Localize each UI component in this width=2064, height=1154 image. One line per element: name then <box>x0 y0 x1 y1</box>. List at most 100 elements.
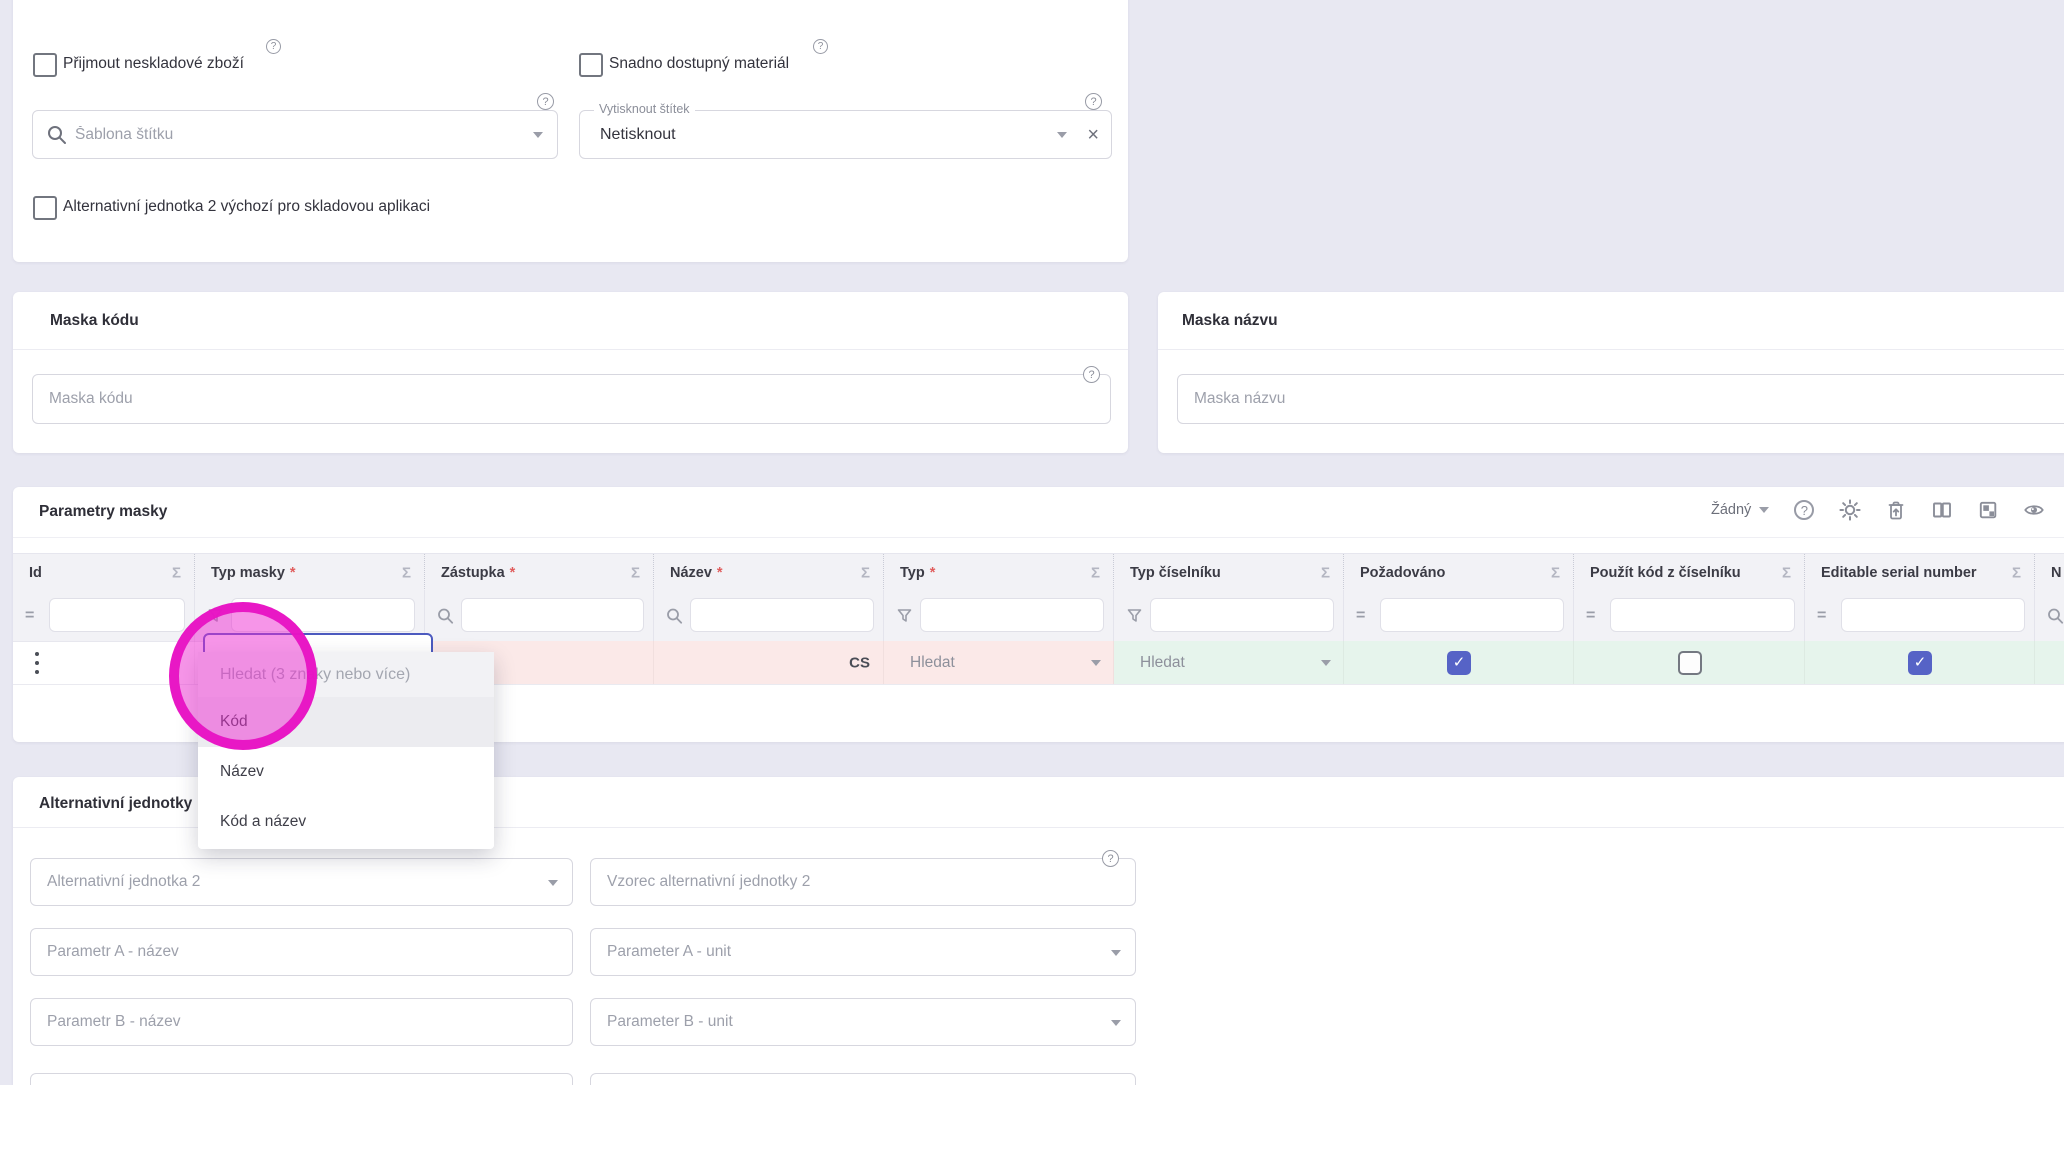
filter-input-pouzit-kod-z-ciselniku[interactable] <box>1610 598 1795 632</box>
row-cell-pozadovano[interactable]: ✓ <box>1344 641 1574 684</box>
row-cell-pouzit-kod-z-ciselniku[interactable] <box>1574 641 1805 684</box>
row-cell-typ-ciselniku[interactable]: Hledat <box>1114 641 1344 684</box>
equals-icon[interactable]: = <box>25 606 35 624</box>
maska-nazvu-field[interactable] <box>1177 374 2064 424</box>
chevron-down-icon[interactable] <box>1321 660 1331 666</box>
sigma-aggregate-icon[interactable]: Σ <box>630 564 640 581</box>
parametr-a-nazev-input[interactable] <box>31 929 572 975</box>
label-template-input[interactable] <box>33 111 557 158</box>
help-icon[interactable]: ? <box>813 39 828 54</box>
pouzit-kod-checkbox[interactable] <box>1677 650 1702 675</box>
filter-input-zastupka[interactable] <box>461 598 644 632</box>
column-header-pozadovano[interactable]: Požadováno Σ <box>1344 554 1574 591</box>
chevron-down-icon[interactable] <box>1111 1020 1121 1026</box>
alt-unit-default-checkbox[interactable] <box>33 196 57 220</box>
help-icon[interactable]: ? <box>1793 499 1815 521</box>
row-menu-kebab-icon[interactable] <box>30 651 44 674</box>
row-cell-typ[interactable]: Hledat <box>884 641 1114 684</box>
sigma-aggregate-icon[interactable]: Σ <box>2011 564 2021 581</box>
split-columns-icon[interactable] <box>1931 499 1953 521</box>
help-icon[interactable]: ? <box>537 93 554 110</box>
eye-icon[interactable] <box>2023 499 2045 521</box>
sigma-aggregate-icon[interactable]: Σ <box>401 564 411 581</box>
parameter-a-unit-input[interactable] <box>591 929 1135 975</box>
chevron-down-icon[interactable] <box>533 132 543 138</box>
column-label: Typ <box>900 564 925 581</box>
parametr-a-nazev-field[interactable] <box>30 928 573 976</box>
sigma-aggregate-icon[interactable]: Σ <box>171 564 181 581</box>
column-label: Typ masky <box>211 564 285 581</box>
help-icon[interactable]: ? <box>266 39 281 54</box>
group-by-select[interactable]: Žádný <box>1711 502 1770 518</box>
column-header-typ-masky[interactable]: Typ masky * Σ <box>195 554 425 591</box>
row-cell-id[interactable] <box>13 641 195 684</box>
funnel-icon[interactable] <box>1126 607 1143 624</box>
vzorec-alternativni-jednotky-2-input[interactable] <box>591 859 1135 905</box>
column-header-n[interactable]: NΣ <box>2035 554 2064 591</box>
vzorec-alternativni-jednotky-2-field[interactable] <box>590 858 1136 906</box>
sigma-aggregate-icon[interactable]: Σ <box>1550 564 1560 581</box>
chevron-down-icon[interactable] <box>548 880 558 886</box>
filter-input-id[interactable] <box>49 598 185 632</box>
filter-input-nazev[interactable] <box>690 598 874 632</box>
label-template-field[interactable] <box>32 110 558 159</box>
help-icon[interactable]: ? <box>1085 93 1102 110</box>
help-icon[interactable]: ? <box>1083 366 1100 383</box>
parameter-b-unit-field[interactable] <box>590 998 1136 1046</box>
print-label-field[interactable]: Vytisknout štítek Netisknout × <box>579 102 1112 159</box>
chevron-down-icon[interactable] <box>1057 132 1067 138</box>
maska-nazvu-input[interactable] <box>1178 375 2064 423</box>
filter-cell-zastupka <box>425 590 654 641</box>
chevron-down-icon[interactable] <box>1111 950 1121 956</box>
alternativni-jednotka-2-input[interactable] <box>31 859 572 905</box>
easy-material-checkbox[interactable] <box>579 53 603 77</box>
parameter-b-unit-input[interactable] <box>591 999 1135 1045</box>
funnel-icon[interactable] <box>896 607 913 624</box>
column-header-id[interactable]: Id Σ <box>13 554 195 591</box>
column-header-nazev[interactable]: Název * Σ <box>654 554 884 591</box>
column-header-zastupka[interactable]: Zástupka * Σ <box>425 554 654 591</box>
gear-icon[interactable] <box>1839 499 1861 521</box>
chevron-down-icon[interactable] <box>1091 660 1101 666</box>
equals-icon[interactable]: = <box>1817 606 1827 624</box>
filter-input-pozadovano[interactable] <box>1380 598 1564 632</box>
filter-input-typ-ciselniku[interactable] <box>1150 598 1334 632</box>
sigma-aggregate-icon[interactable]: Σ <box>860 564 870 581</box>
sigma-aggregate-icon[interactable]: Σ <box>1781 564 1791 581</box>
sigma-aggregate-icon[interactable]: Σ <box>1090 564 1100 581</box>
column-header-typ[interactable]: Typ * Σ <box>884 554 1114 591</box>
clear-icon[interactable]: × <box>1087 123 1099 146</box>
annotation-highlight-circle <box>169 602 317 750</box>
receive-nonstock-checkbox[interactable] <box>33 53 57 77</box>
column-header-pouzit-kod-z-ciselniku[interactable]: Použít kód z číselníku Σ <box>1574 554 1805 591</box>
column-header-editable-serial-number[interactable]: Editable serial number Σ <box>1805 554 2035 591</box>
column-header-typ-ciselniku[interactable]: Typ číselníku Σ <box>1114 554 1344 591</box>
equals-icon[interactable]: = <box>1586 606 1596 624</box>
row-cell-n[interactable] <box>2035 641 2064 684</box>
maska-kodu-field[interactable] <box>32 374 1111 424</box>
parametr-b-nazev-field[interactable] <box>30 998 573 1046</box>
editable-serial-checkbox[interactable]: ✓ <box>1908 650 1932 675</box>
alternativni-jednotka-2-field[interactable] <box>30 858 573 906</box>
row-cell-nazev[interactable]: CS <box>654 641 884 684</box>
table-row[interactable]: CS Hledat Hledat ✓ ✓ <box>13 641 2064 685</box>
filter-input-typ[interactable] <box>920 598 1104 632</box>
layout-overlap-icon[interactable] <box>1977 499 1999 521</box>
pozadovano-checkbox[interactable]: ✓ <box>1447 650 1471 675</box>
row-cell-editable-serial-number[interactable]: ✓ <box>1805 641 2035 684</box>
search-icon[interactable] <box>437 607 454 624</box>
help-icon[interactable]: ? <box>1102 850 1119 867</box>
parametr-b-nazev-input[interactable] <box>31 999 572 1045</box>
dropdown-option-kod-a-nazev[interactable]: Kód a název <box>198 797 494 847</box>
search-icon[interactable] <box>2047 607 2064 624</box>
parameter-a-unit-field[interactable] <box>590 928 1136 976</box>
chevron-down-icon <box>1759 507 1770 513</box>
maska-kodu-title: Maska kódu <box>50 312 139 329</box>
sigma-aggregate-icon[interactable]: Σ <box>1320 564 1330 581</box>
equals-icon[interactable]: = <box>1356 606 1366 624</box>
search-icon[interactable] <box>666 607 683 624</box>
maska-kodu-input[interactable] <box>33 375 1110 423</box>
trash-restore-icon[interactable] <box>1885 499 1907 521</box>
dropdown-option-nazev[interactable]: Název <box>198 747 494 797</box>
filter-input-editable-serial-number[interactable] <box>1841 598 2025 632</box>
